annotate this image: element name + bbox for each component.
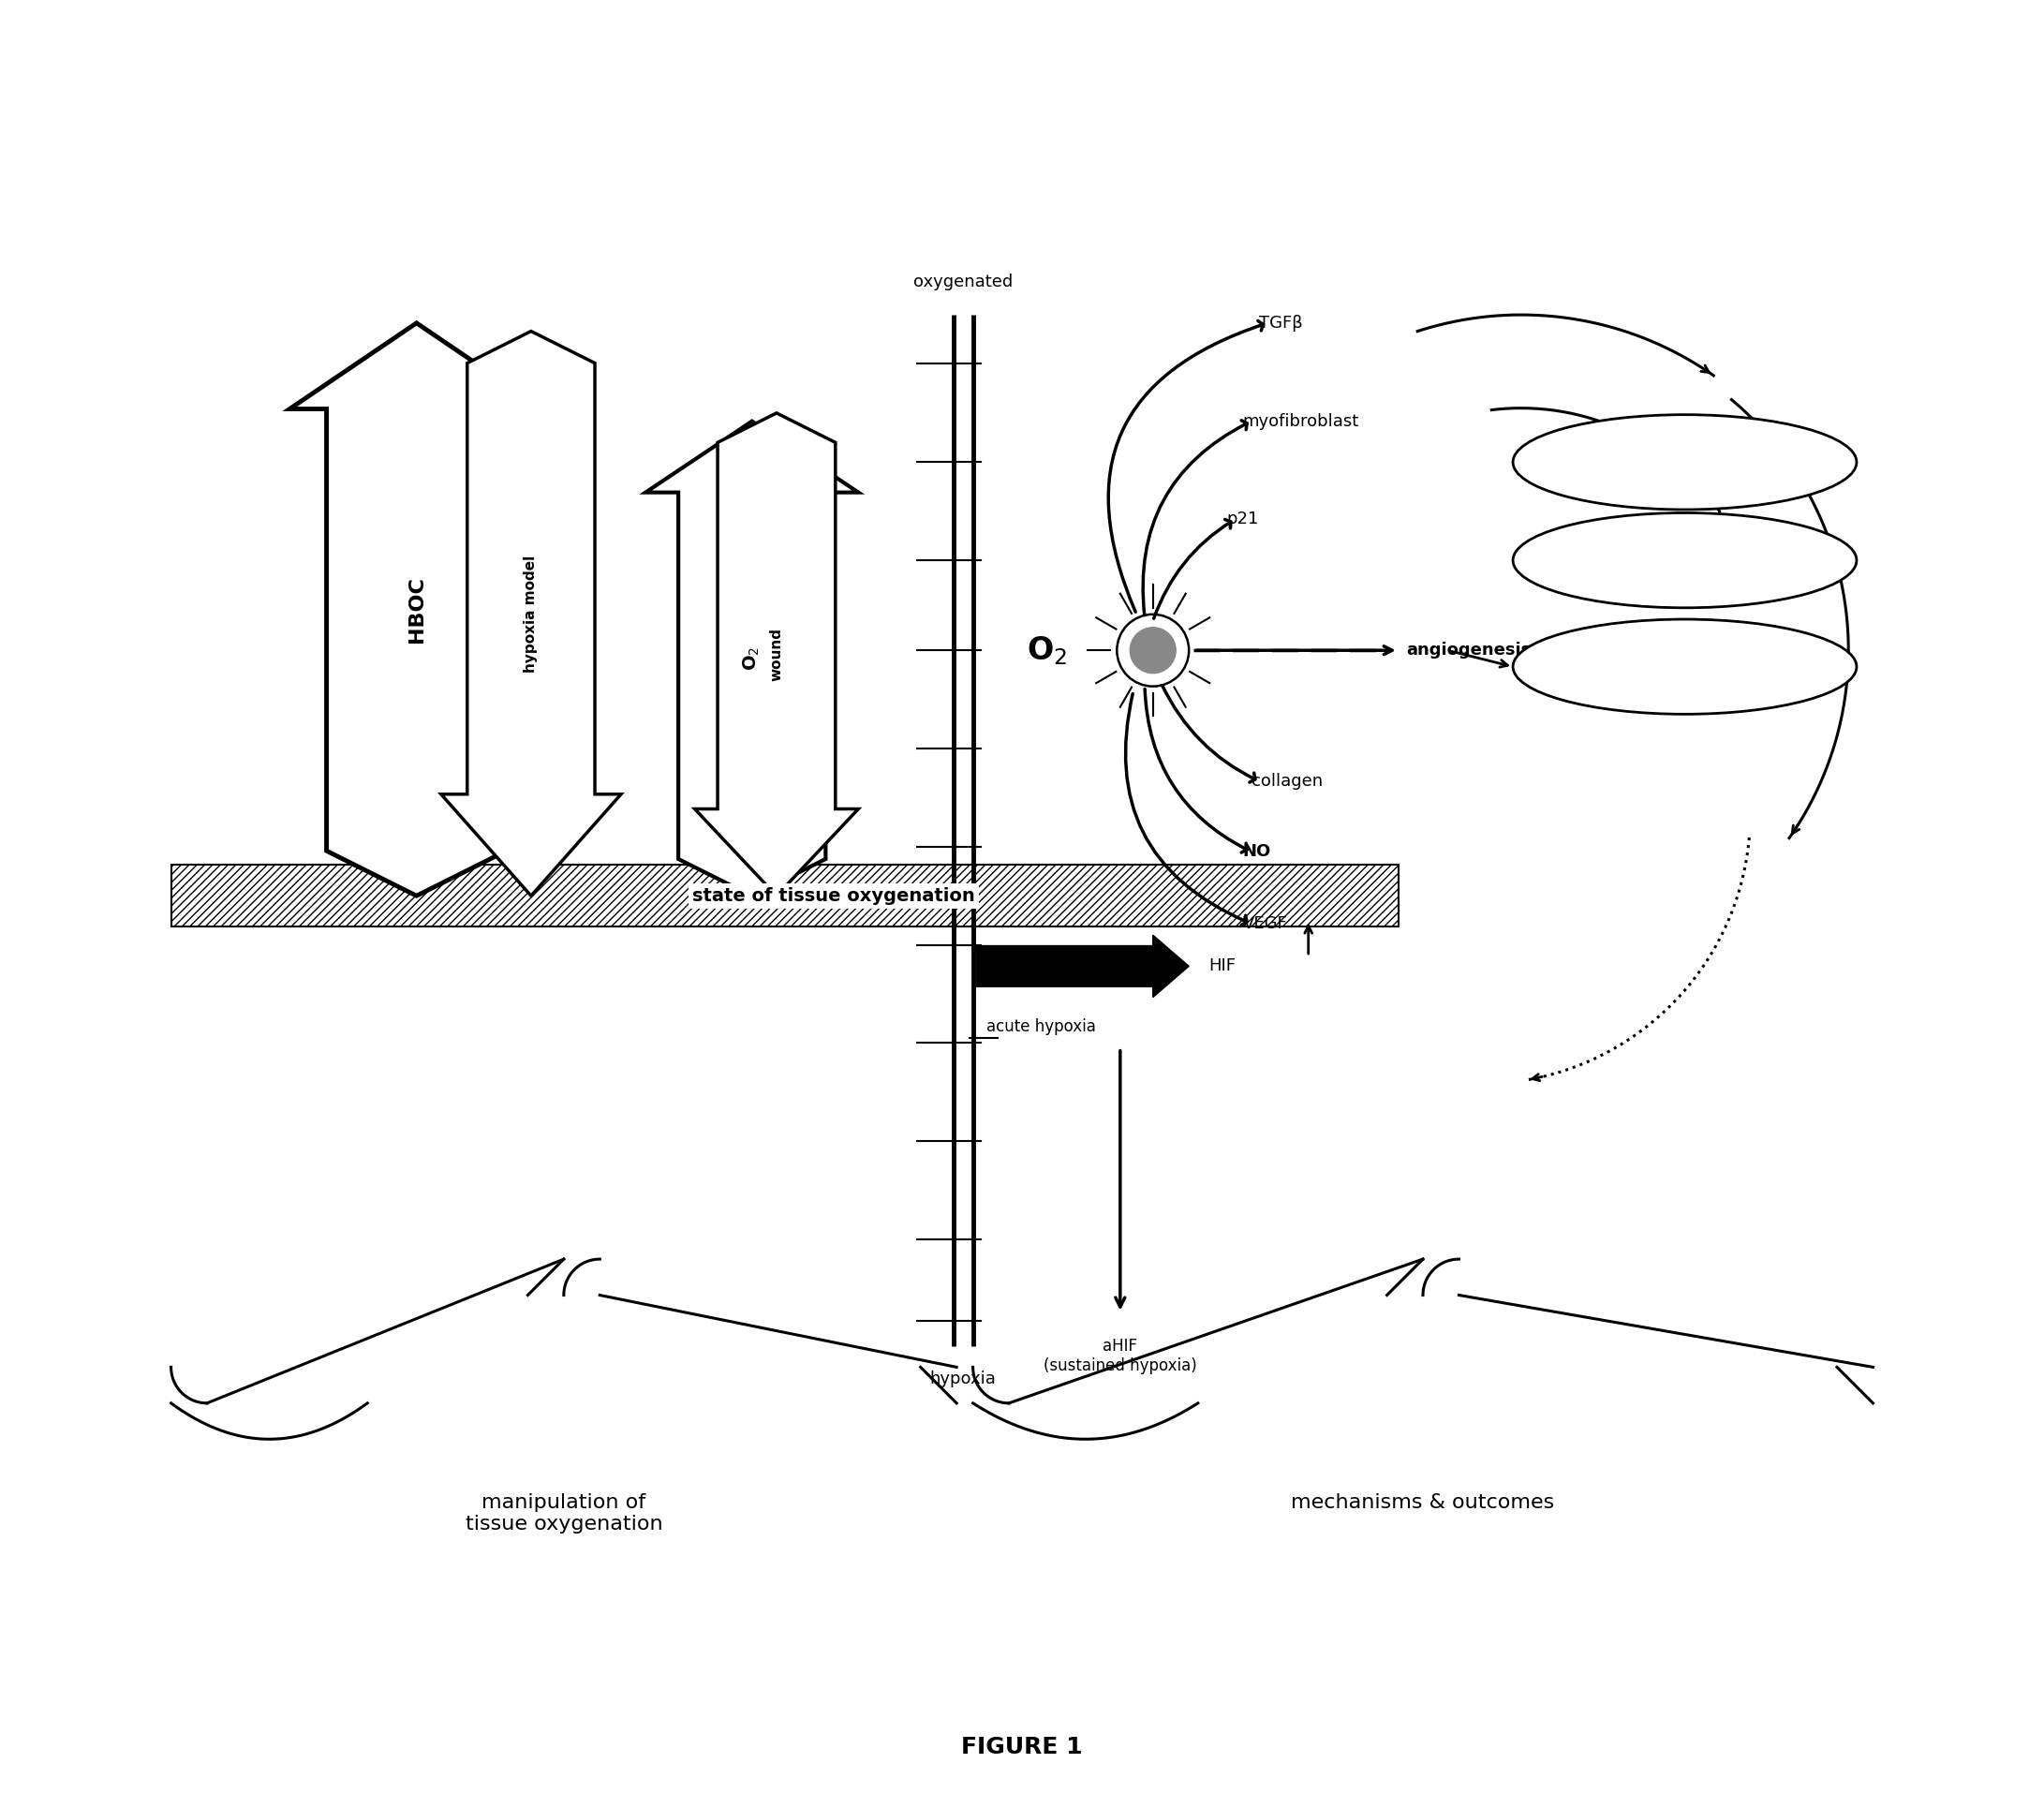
Polygon shape xyxy=(646,421,858,895)
Text: manipulation of
tissue oxygenation: manipulation of tissue oxygenation xyxy=(466,1493,662,1533)
Polygon shape xyxy=(442,331,621,895)
Text: HIF: HIF xyxy=(1208,958,1237,975)
Text: hypoxia: hypoxia xyxy=(930,1370,995,1387)
FancyArrowPatch shape xyxy=(1126,694,1247,926)
Text: p21: p21 xyxy=(1226,512,1259,528)
FancyArrowPatch shape xyxy=(1153,519,1230,618)
Polygon shape xyxy=(695,412,858,895)
Text: HBOC: HBOC xyxy=(407,577,425,642)
Circle shape xyxy=(1130,627,1175,673)
Polygon shape xyxy=(290,324,544,895)
Text: oxygenated: oxygenated xyxy=(914,273,1014,291)
Text: closure: closure xyxy=(1654,551,1715,570)
Text: TGFβ: TGFβ xyxy=(1259,315,1302,331)
Text: blood flow: blood flow xyxy=(1641,658,1729,674)
Text: myofibroblast: myofibroblast xyxy=(1243,412,1359,430)
Ellipse shape xyxy=(1513,513,1856,607)
Text: FIGURE 1: FIGURE 1 xyxy=(961,1736,1083,1757)
Text: state of tissue oxygenation: state of tissue oxygenation xyxy=(693,888,975,904)
Bar xyxy=(172,864,1398,928)
Text: contraction: contraction xyxy=(1637,454,1733,470)
Text: hypoxia model: hypoxia model xyxy=(523,555,538,673)
FancyArrowPatch shape xyxy=(1108,320,1263,611)
FancyArrowPatch shape xyxy=(1145,689,1247,853)
FancyArrow shape xyxy=(977,935,1190,998)
Text: mechanisms & outcomes: mechanisms & outcomes xyxy=(1292,1493,1555,1511)
Text: O$_2$: O$_2$ xyxy=(742,645,762,671)
FancyArrowPatch shape xyxy=(1163,685,1255,783)
FancyArrowPatch shape xyxy=(1143,421,1247,615)
Text: VEGF: VEGF xyxy=(1243,915,1288,933)
Text: NO: NO xyxy=(1243,843,1271,861)
Ellipse shape xyxy=(1513,414,1856,510)
Text: acute hypoxia: acute hypoxia xyxy=(985,1018,1096,1036)
Text: collagen: collagen xyxy=(1251,772,1322,790)
Text: O$_2$: O$_2$ xyxy=(1026,635,1067,667)
Text: aHIF
(sustained hypoxia): aHIF (sustained hypoxia) xyxy=(1044,1338,1198,1374)
Text: wound: wound xyxy=(769,627,783,682)
Ellipse shape xyxy=(1513,620,1856,714)
Text: angiogenesis: angiogenesis xyxy=(1406,642,1531,658)
